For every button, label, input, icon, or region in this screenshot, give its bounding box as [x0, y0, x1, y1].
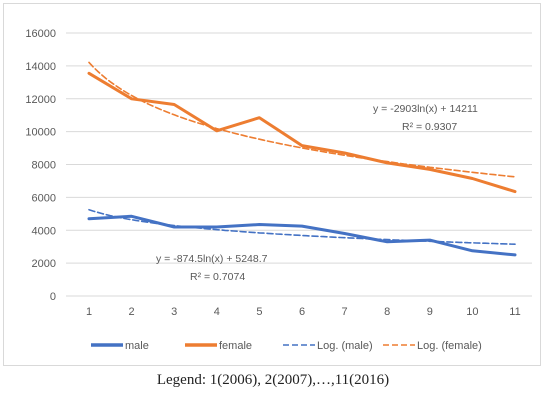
legend-label: Log. (male): [317, 340, 373, 352]
x-tick-label: 1: [86, 306, 92, 318]
male-trend-r2: R² = 0.7074: [190, 271, 245, 283]
x-tick-label: 5: [256, 306, 262, 318]
x-tick-label: 2: [129, 306, 135, 318]
legend-label: Log. (female): [417, 340, 482, 352]
x-tick-label: 4: [214, 306, 220, 318]
y-tick-label: 6000: [32, 192, 56, 204]
y-tick-label: 4000: [32, 225, 56, 237]
x-tick-label: 9: [427, 306, 433, 318]
female-trend-r2: R² = 0.9307: [402, 121, 457, 133]
series-lines: [87, 61, 517, 257]
y-tick-label: 12000: [25, 94, 56, 106]
female-trend-equation: y = -2903ln(x) + 14211: [373, 103, 478, 115]
gridlines: [66, 32, 532, 297]
x-tick-label: 6: [299, 306, 305, 318]
line-chart: 0 2000 4000 6000 8000 10000 12000 14000 16000 1 2…: [25, 28, 532, 352]
y-tick-label: 10000: [25, 127, 56, 139]
legend: male female Log. (male) Log. (female): [91, 340, 482, 352]
legend-label: female: [219, 340, 252, 352]
chart-caption: Legend: 1(2006), 2(2007),…,11(2016): [156, 372, 390, 388]
series-line-female: [87, 71, 517, 194]
series-line-log-male: [88, 208, 516, 245]
y-tick-label: 0: [50, 291, 56, 303]
y-tick-label: 2000: [32, 258, 56, 270]
x-tick-label: 3: [171, 306, 177, 318]
x-tick-label: 8: [384, 306, 390, 318]
legend-label: male: [125, 340, 149, 352]
x-axis-ticks: 1 2 3 4 5 6 7 8 9 10 11: [86, 306, 521, 318]
y-tick-label: 16000: [25, 28, 56, 40]
y-tick-label: 14000: [25, 61, 56, 73]
chart-frame: [3, 3, 541, 366]
x-tick-label: 7: [342, 306, 348, 318]
male-trend-equation: y = -874.5ln(x) + 5248.7: [156, 253, 268, 265]
x-tick-label: 10: [466, 306, 478, 318]
trendline-annotations: y = -2903ln(x) + 14211 R² = 0.9307 y = -…: [156, 103, 478, 283]
series-line-male: [87, 214, 517, 257]
x-tick-label: 11: [509, 306, 520, 318]
series-line-log-female: [88, 61, 516, 178]
y-axis-ticks: 0 2000 4000 6000 8000 10000 12000 14000 16000: [25, 28, 56, 303]
y-tick-label: 8000: [32, 160, 56, 172]
